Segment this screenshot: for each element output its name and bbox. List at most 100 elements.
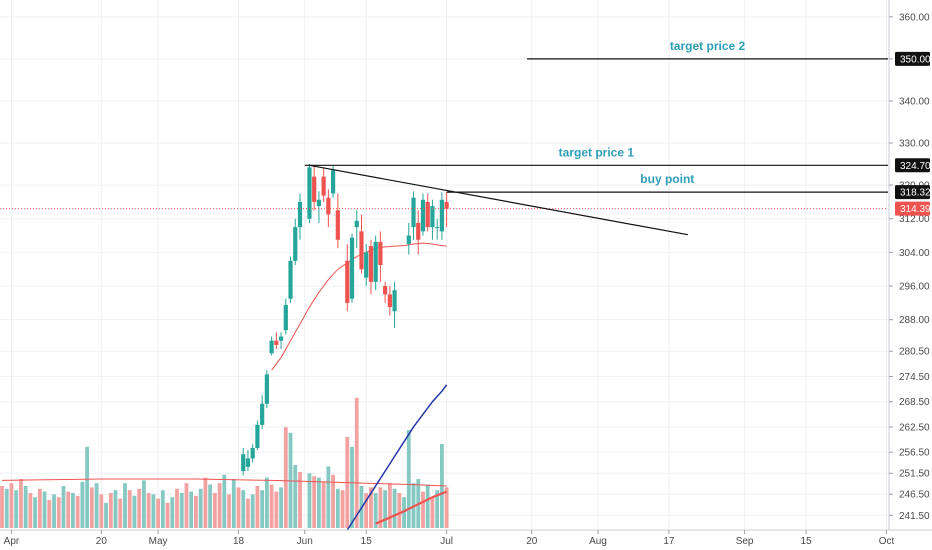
volume-bar — [397, 493, 402, 528]
candle-body — [383, 286, 388, 295]
candle[interactable] — [383, 281, 388, 303]
price-tick-label: 246.50 — [899, 490, 930, 501]
candle[interactable] — [392, 281, 397, 329]
candle[interactable] — [359, 214, 364, 274]
volume-bar — [373, 493, 378, 528]
candle-body — [260, 403, 265, 425]
candle[interactable] — [345, 243, 350, 312]
candle[interactable] — [406, 222, 411, 255]
candles[interactable] — [241, 164, 449, 476]
volume-bar — [170, 497, 175, 528]
candle[interactable] — [255, 420, 260, 451]
candle[interactable] — [354, 210, 359, 249]
candle[interactable] — [435, 218, 440, 240]
volume-bar — [0, 486, 4, 528]
candle-body — [326, 197, 331, 215]
candle[interactable] — [307, 164, 312, 223]
volume-bar — [175, 488, 179, 528]
volume-bar — [208, 484, 213, 528]
volume-bar — [132, 495, 137, 528]
volume-bar — [421, 491, 425, 528]
candle-body — [307, 167, 312, 219]
candle-body — [420, 199, 426, 232]
candle[interactable] — [430, 199, 435, 240]
candle[interactable] — [297, 193, 303, 240]
candle[interactable] — [278, 332, 284, 350]
candle[interactable] — [274, 332, 279, 350]
candle[interactable] — [378, 231, 383, 282]
volume-bar — [269, 484, 274, 528]
volume-average-line — [1, 478, 447, 487]
candle-body — [435, 227, 440, 229]
candle[interactable] — [288, 256, 293, 303]
time-tick-label: 20 — [526, 536, 538, 547]
candle[interactable] — [331, 166, 336, 198]
price-tag: 350.00 — [895, 51, 931, 66]
volume-bar — [189, 491, 194, 528]
candle[interactable] — [283, 298, 288, 335]
volume-bar — [317, 477, 321, 528]
price-tag-background — [895, 185, 930, 200]
volume-bar — [28, 493, 33, 528]
candle[interactable] — [368, 239, 374, 295]
candle[interactable] — [264, 370, 269, 409]
candle[interactable] — [269, 336, 274, 356]
candle[interactable] — [373, 235, 378, 291]
candle[interactable] — [416, 210, 421, 255]
volume-bar — [236, 487, 241, 528]
volume-bar — [212, 493, 217, 528]
candle[interactable] — [420, 193, 426, 236]
grid — [0, 0, 888, 530]
candle[interactable] — [316, 191, 322, 223]
candle[interactable] — [321, 168, 326, 202]
candle[interactable] — [364, 243, 369, 287]
trendline[interactable] — [309, 164, 688, 236]
candle[interactable] — [241, 447, 246, 476]
candle[interactable] — [425, 193, 430, 232]
candle-body — [439, 199, 444, 232]
price-tick-label: 288.00 — [899, 315, 930, 326]
candle[interactable] — [349, 233, 355, 303]
volume-bar — [80, 481, 85, 528]
volume-bar — [250, 494, 255, 528]
candle[interactable] — [293, 218, 298, 265]
time-tick-label: Oct — [879, 536, 895, 547]
candle[interactable] — [250, 443, 255, 463]
volume-bar — [61, 486, 66, 528]
volume-bar — [378, 487, 383, 528]
candle[interactable] — [245, 450, 251, 472]
candle-body — [368, 246, 374, 282]
volume-bar — [406, 430, 411, 528]
volume-bar — [156, 498, 160, 528]
volume-bar — [246, 498, 250, 528]
candle-body — [278, 336, 284, 341]
volume-bar — [283, 427, 288, 528]
candle[interactable] — [387, 286, 392, 316]
candle[interactable] — [335, 193, 340, 249]
volume-bar — [274, 491, 279, 528]
volume-bar — [85, 446, 90, 528]
candle[interactable] — [260, 395, 265, 430]
candle-body — [392, 290, 397, 312]
candle[interactable] — [444, 192, 449, 228]
volume-bar — [231, 479, 236, 528]
candle[interactable] — [326, 189, 331, 228]
price-tick-label: 274.50 — [899, 372, 930, 383]
volume-bar — [335, 488, 340, 528]
volume-bar — [23, 486, 28, 528]
candle[interactable] — [312, 164, 317, 211]
candle[interactable] — [411, 191, 416, 240]
candle-body — [241, 454, 246, 472]
volume-bar — [71, 493, 75, 528]
volume-bar — [127, 490, 132, 528]
drawings[interactable]: target price 2 target price 1 buy point — [0, 39, 888, 236]
volume-bar — [118, 498, 123, 528]
candle-body — [411, 197, 416, 228]
candle-body — [345, 260, 350, 303]
volume-bar — [350, 446, 354, 528]
candle-body — [373, 241, 378, 282]
volume-bar — [66, 491, 71, 528]
candle[interactable] — [439, 192, 444, 240]
